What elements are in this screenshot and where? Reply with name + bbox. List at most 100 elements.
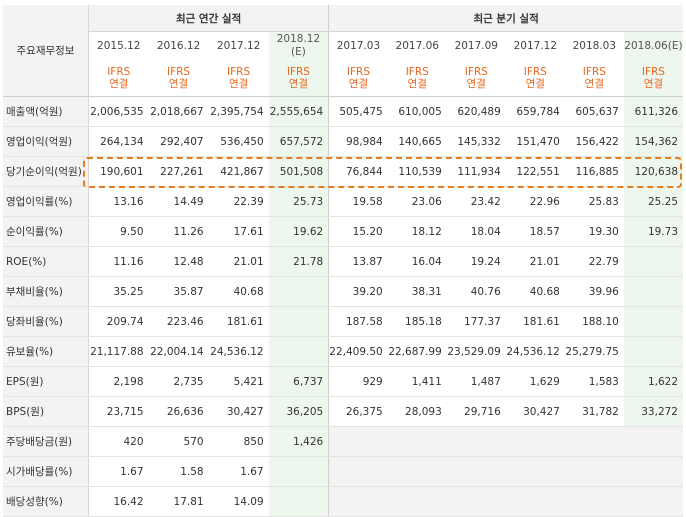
annual-value-cell: 26,636	[148, 396, 209, 427]
annual-value-cell: 421,867	[208, 156, 269, 187]
table-row: 시가배당률(%) 1.67 1.58 1.67	[3, 456, 683, 487]
consolidated-label: 연결	[228, 78, 249, 90]
accounting-basis-header: IFRS 연결	[328, 60, 388, 97]
consolidated-label: 연결	[109, 78, 129, 90]
quarter-value-cell: 605,637	[564, 96, 624, 127]
row-label: ROE(%)	[3, 246, 89, 277]
annual-value-cell: 17.81	[148, 486, 209, 517]
row-label: 유보율(%)	[3, 336, 89, 367]
row-label: BPS(원)	[3, 396, 89, 427]
quarter-value-cell	[505, 456, 565, 487]
quarter-value-cell: 16.04	[387, 246, 447, 277]
quarter-value-cell	[623, 486, 683, 517]
annual-value-cell: 501,508	[268, 156, 330, 187]
table-row: 영업이익률(%) 13.16 14.49 22.39 25.73 19.58 23.06 23…	[3, 186, 683, 217]
table-row: 영업이익(억원) 264,134 292,407 536,450 657,572 98,9…	[3, 126, 683, 157]
accounting-basis-header: IFRS 연결	[505, 60, 565, 97]
annual-value-cell: 657,572	[268, 126, 330, 157]
quarter-period-header: 2018.06(E)	[623, 31, 683, 60]
quarter-value-cell: 181.61	[505, 306, 565, 337]
annual-value-cell: 16.42	[88, 486, 149, 517]
annual-value-cell: 22.39	[208, 186, 269, 217]
annual-value-cell: 570	[148, 426, 209, 457]
annual-value-cell: 181.61	[208, 306, 269, 337]
quarter-value-cell	[328, 426, 388, 457]
table-row: ROE(%) 11.16 12.48 21.01 21.78 13.87 16.04 19.2…	[3, 246, 683, 277]
ifrs-label: IFRS	[641, 66, 665, 78]
annual-value-cell: 9.50	[88, 216, 149, 247]
annual-value-cell: 35.87	[148, 276, 209, 307]
consolidated-label: 연결	[643, 78, 664, 90]
quarter-group-header: 최근 분기 실적	[328, 5, 683, 32]
quarter-value-cell	[564, 426, 624, 457]
annual-period-header: 2016.12	[148, 31, 209, 60]
quarter-value-cell: 659,784	[505, 96, 565, 127]
row-label: 매출액(억원)	[3, 96, 89, 127]
quarter-value-cell: 22.96	[505, 186, 565, 217]
quarter-value-cell: 23.42	[446, 186, 506, 217]
ifrs-label: IFRS	[167, 66, 191, 78]
annual-value-cell: 11.26	[148, 216, 209, 247]
annual-value-cell: 23,715	[88, 396, 149, 427]
quarter-value-cell: 116,885	[564, 156, 624, 187]
table-row: 순이익률(%) 9.50 11.26 17.61 19.62 15.20 18.12 18.0…	[3, 216, 683, 247]
quarter-value-cell: 15.20	[328, 216, 388, 247]
quarter-value-cell: 31,782	[564, 396, 624, 427]
quarter-value-cell: 29,716	[446, 396, 506, 427]
quarter-value-cell: 25,279.75	[564, 336, 624, 367]
quarter-value-cell	[623, 336, 683, 367]
annual-value-cell: 14.09	[208, 486, 269, 517]
quarter-value-cell: 18.12	[387, 216, 447, 247]
ifrs-label: IFRS	[286, 66, 310, 78]
annual-value-cell: 12.48	[148, 246, 209, 277]
table-row: EPS(원) 2,198 2,735 5,421 6,737 929 1,411 1,487 1…	[3, 366, 683, 397]
annual-value-cell: 292,407	[148, 126, 209, 157]
quarter-period-header: 2018.03	[564, 31, 624, 60]
quarter-value-cell: 22.79	[564, 246, 624, 277]
annual-group-header: 최근 연간 실적	[88, 5, 330, 32]
quarter-value-cell	[387, 456, 447, 487]
quarter-value-cell: 120,638	[623, 156, 683, 187]
financial-table: 주요재무정보 최근 연간 실적 최근 분기 실적 2015.12 2016.12 2…	[3, 5, 683, 517]
quarter-value-cell: 19.24	[446, 246, 506, 277]
quarter-value-cell: 187.58	[328, 306, 388, 337]
quarter-value-cell	[623, 246, 683, 277]
annual-value-cell: 40.68	[208, 276, 269, 307]
quarter-value-cell: 18.04	[446, 216, 506, 247]
quarter-value-cell: 33,272	[623, 396, 683, 427]
quarter-value-cell	[446, 456, 506, 487]
annual-period-header: 2015.12	[88, 31, 149, 60]
annual-value-cell: 2,006,535	[88, 96, 149, 127]
quarter-value-cell	[564, 456, 624, 487]
annual-value-cell: 17.61	[208, 216, 269, 247]
ifrs-label: IFRS	[107, 66, 131, 78]
annual-value-cell	[268, 456, 330, 487]
ifrs-label: IFRS	[582, 66, 606, 78]
consolidated-label: 연결	[584, 78, 604, 90]
annual-value-cell: 264,134	[88, 126, 149, 157]
quarter-value-cell: 1,487	[446, 366, 506, 397]
annual-value-cell: 1.58	[148, 456, 209, 487]
quarter-value-cell: 111,934	[446, 156, 506, 187]
annual-value-cell: 19.62	[268, 216, 330, 247]
quarter-value-cell	[328, 486, 388, 517]
quarter-value-cell: 22,687.99	[387, 336, 447, 367]
quarter-value-cell: 620,489	[446, 96, 506, 127]
quarter-value-cell: 76,844	[328, 156, 388, 187]
annual-value-cell: 209.74	[88, 306, 149, 337]
quarter-value-cell: 154,362	[623, 126, 683, 157]
quarter-value-cell	[446, 426, 506, 457]
quarter-value-cell: 177.37	[446, 306, 506, 337]
annual-value-cell: 1.67	[208, 456, 269, 487]
annual-value-cell: 5,421	[208, 366, 269, 397]
quarter-value-cell: 21.01	[505, 246, 565, 277]
quarter-value-cell: 185.18	[387, 306, 447, 337]
row-label: 당좌비율(%)	[3, 306, 89, 337]
quarter-value-cell: 25.83	[564, 186, 624, 217]
accounting-basis-header: IFRS 연결	[564, 60, 624, 97]
annual-value-cell: 2,555,654	[268, 96, 330, 127]
row-label: 부채비율(%)	[3, 276, 89, 307]
annual-period-header: 2018.12 (E)	[268, 31, 330, 60]
quarter-value-cell	[623, 456, 683, 487]
annual-value-cell: 35.25	[88, 276, 149, 307]
